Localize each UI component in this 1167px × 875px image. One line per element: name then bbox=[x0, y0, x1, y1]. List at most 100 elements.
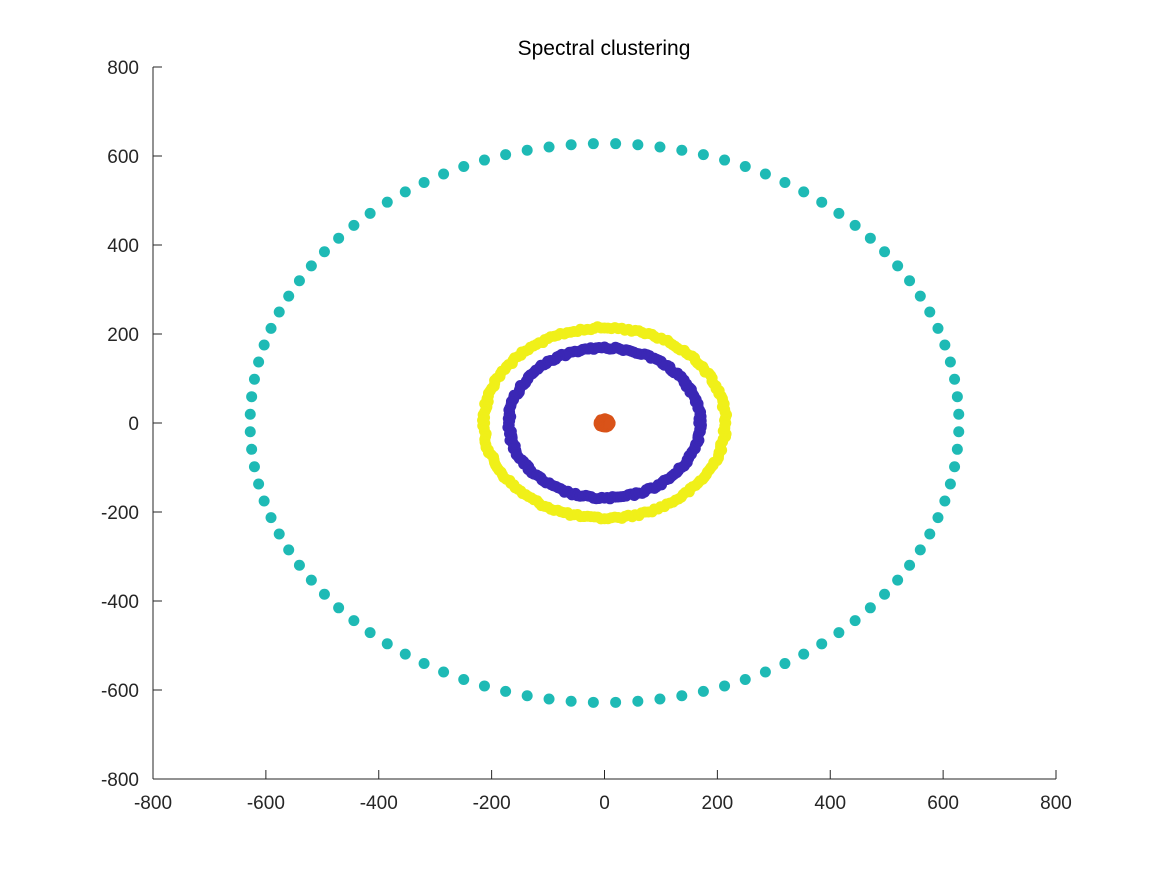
x-tick-label: -400 bbox=[360, 793, 398, 814]
data-point bbox=[932, 322, 944, 334]
series-0-points bbox=[477, 321, 733, 525]
data-point bbox=[253, 356, 265, 368]
y-tick-label: 800 bbox=[107, 58, 139, 79]
data-point bbox=[258, 339, 270, 351]
data-point bbox=[587, 696, 599, 708]
data-point bbox=[244, 426, 256, 438]
data-point bbox=[759, 168, 771, 180]
data-point bbox=[521, 690, 533, 702]
data-point bbox=[816, 196, 828, 208]
data-point bbox=[953, 408, 965, 420]
data-point bbox=[849, 615, 861, 627]
data-point bbox=[438, 666, 450, 678]
data-points bbox=[244, 138, 965, 708]
data-point bbox=[305, 574, 317, 586]
data-point bbox=[305, 260, 317, 272]
data-point bbox=[879, 246, 891, 258]
data-point bbox=[565, 695, 577, 707]
data-point bbox=[719, 154, 731, 166]
data-point bbox=[364, 207, 376, 219]
x-tick-label: -600 bbox=[247, 793, 285, 814]
y-tick-label: 200 bbox=[107, 325, 139, 346]
data-point bbox=[381, 196, 393, 208]
data-point bbox=[348, 219, 360, 231]
data-point bbox=[739, 673, 751, 685]
data-point bbox=[478, 154, 490, 166]
x-tick-label: 0 bbox=[599, 793, 610, 814]
y-tick-label: -200 bbox=[101, 503, 139, 524]
data-point bbox=[951, 391, 963, 403]
data-point bbox=[904, 275, 916, 287]
data-point bbox=[654, 141, 666, 153]
data-point bbox=[779, 176, 791, 188]
data-point bbox=[864, 602, 876, 614]
data-point bbox=[932, 512, 944, 524]
data-point bbox=[333, 232, 345, 244]
x-tick-label: 200 bbox=[702, 793, 734, 814]
data-point bbox=[849, 219, 861, 231]
data-point bbox=[543, 141, 555, 153]
data-point bbox=[914, 544, 926, 556]
data-point bbox=[892, 574, 904, 586]
data-point bbox=[318, 246, 330, 258]
data-point bbox=[949, 461, 961, 473]
data-point bbox=[944, 478, 956, 490]
data-point bbox=[244, 408, 256, 420]
data-point bbox=[293, 559, 305, 571]
data-point bbox=[953, 426, 965, 438]
data-point bbox=[565, 139, 577, 151]
data-point bbox=[879, 588, 891, 600]
data-point bbox=[924, 306, 936, 318]
chart-title: Spectral clustering bbox=[518, 37, 691, 60]
data-point bbox=[944, 356, 956, 368]
data-point bbox=[949, 373, 961, 385]
axes: -800 -600 -400 -200 0 200 400 600 800 -800 -600 -40… bbox=[101, 58, 1072, 814]
data-point bbox=[610, 696, 622, 708]
y-tick-label: 600 bbox=[107, 147, 139, 168]
data-point bbox=[676, 144, 688, 156]
data-point bbox=[939, 495, 951, 507]
data-point bbox=[399, 648, 411, 660]
data-point bbox=[924, 528, 936, 540]
data-point bbox=[283, 544, 295, 556]
data-point bbox=[478, 680, 490, 692]
x-tick-label: -200 bbox=[473, 793, 511, 814]
data-point bbox=[816, 638, 828, 650]
data-point bbox=[333, 602, 345, 614]
data-point bbox=[610, 138, 622, 150]
data-point bbox=[697, 685, 709, 697]
data-point bbox=[273, 528, 285, 540]
data-point bbox=[458, 673, 470, 685]
data-point bbox=[246, 443, 258, 455]
data-point bbox=[632, 139, 644, 151]
data-point bbox=[719, 420, 731, 432]
data-point bbox=[521, 144, 533, 156]
data-point bbox=[739, 161, 751, 173]
data-point bbox=[418, 176, 430, 188]
data-point bbox=[265, 322, 277, 334]
y-tick-label: 0 bbox=[128, 414, 139, 435]
series-2-points bbox=[244, 138, 965, 708]
data-point bbox=[864, 232, 876, 244]
data-point bbox=[914, 290, 926, 302]
y-tick-label: -600 bbox=[101, 681, 139, 702]
data-point bbox=[438, 168, 450, 180]
data-point bbox=[759, 666, 771, 678]
data-point bbox=[604, 418, 616, 430]
y-tick-label: -800 bbox=[101, 770, 139, 791]
data-point bbox=[273, 306, 285, 318]
data-point bbox=[543, 693, 555, 705]
data-point bbox=[253, 478, 265, 490]
x-tick-label: -800 bbox=[134, 793, 172, 814]
x-tick-label: 600 bbox=[927, 793, 959, 814]
data-point bbox=[500, 149, 512, 161]
x-tick-label: 400 bbox=[814, 793, 846, 814]
data-point bbox=[283, 290, 295, 302]
data-point bbox=[697, 149, 709, 161]
series-3-points bbox=[593, 413, 616, 433]
data-point bbox=[833, 207, 845, 219]
y-tick-label: -400 bbox=[101, 592, 139, 613]
data-point bbox=[318, 588, 330, 600]
